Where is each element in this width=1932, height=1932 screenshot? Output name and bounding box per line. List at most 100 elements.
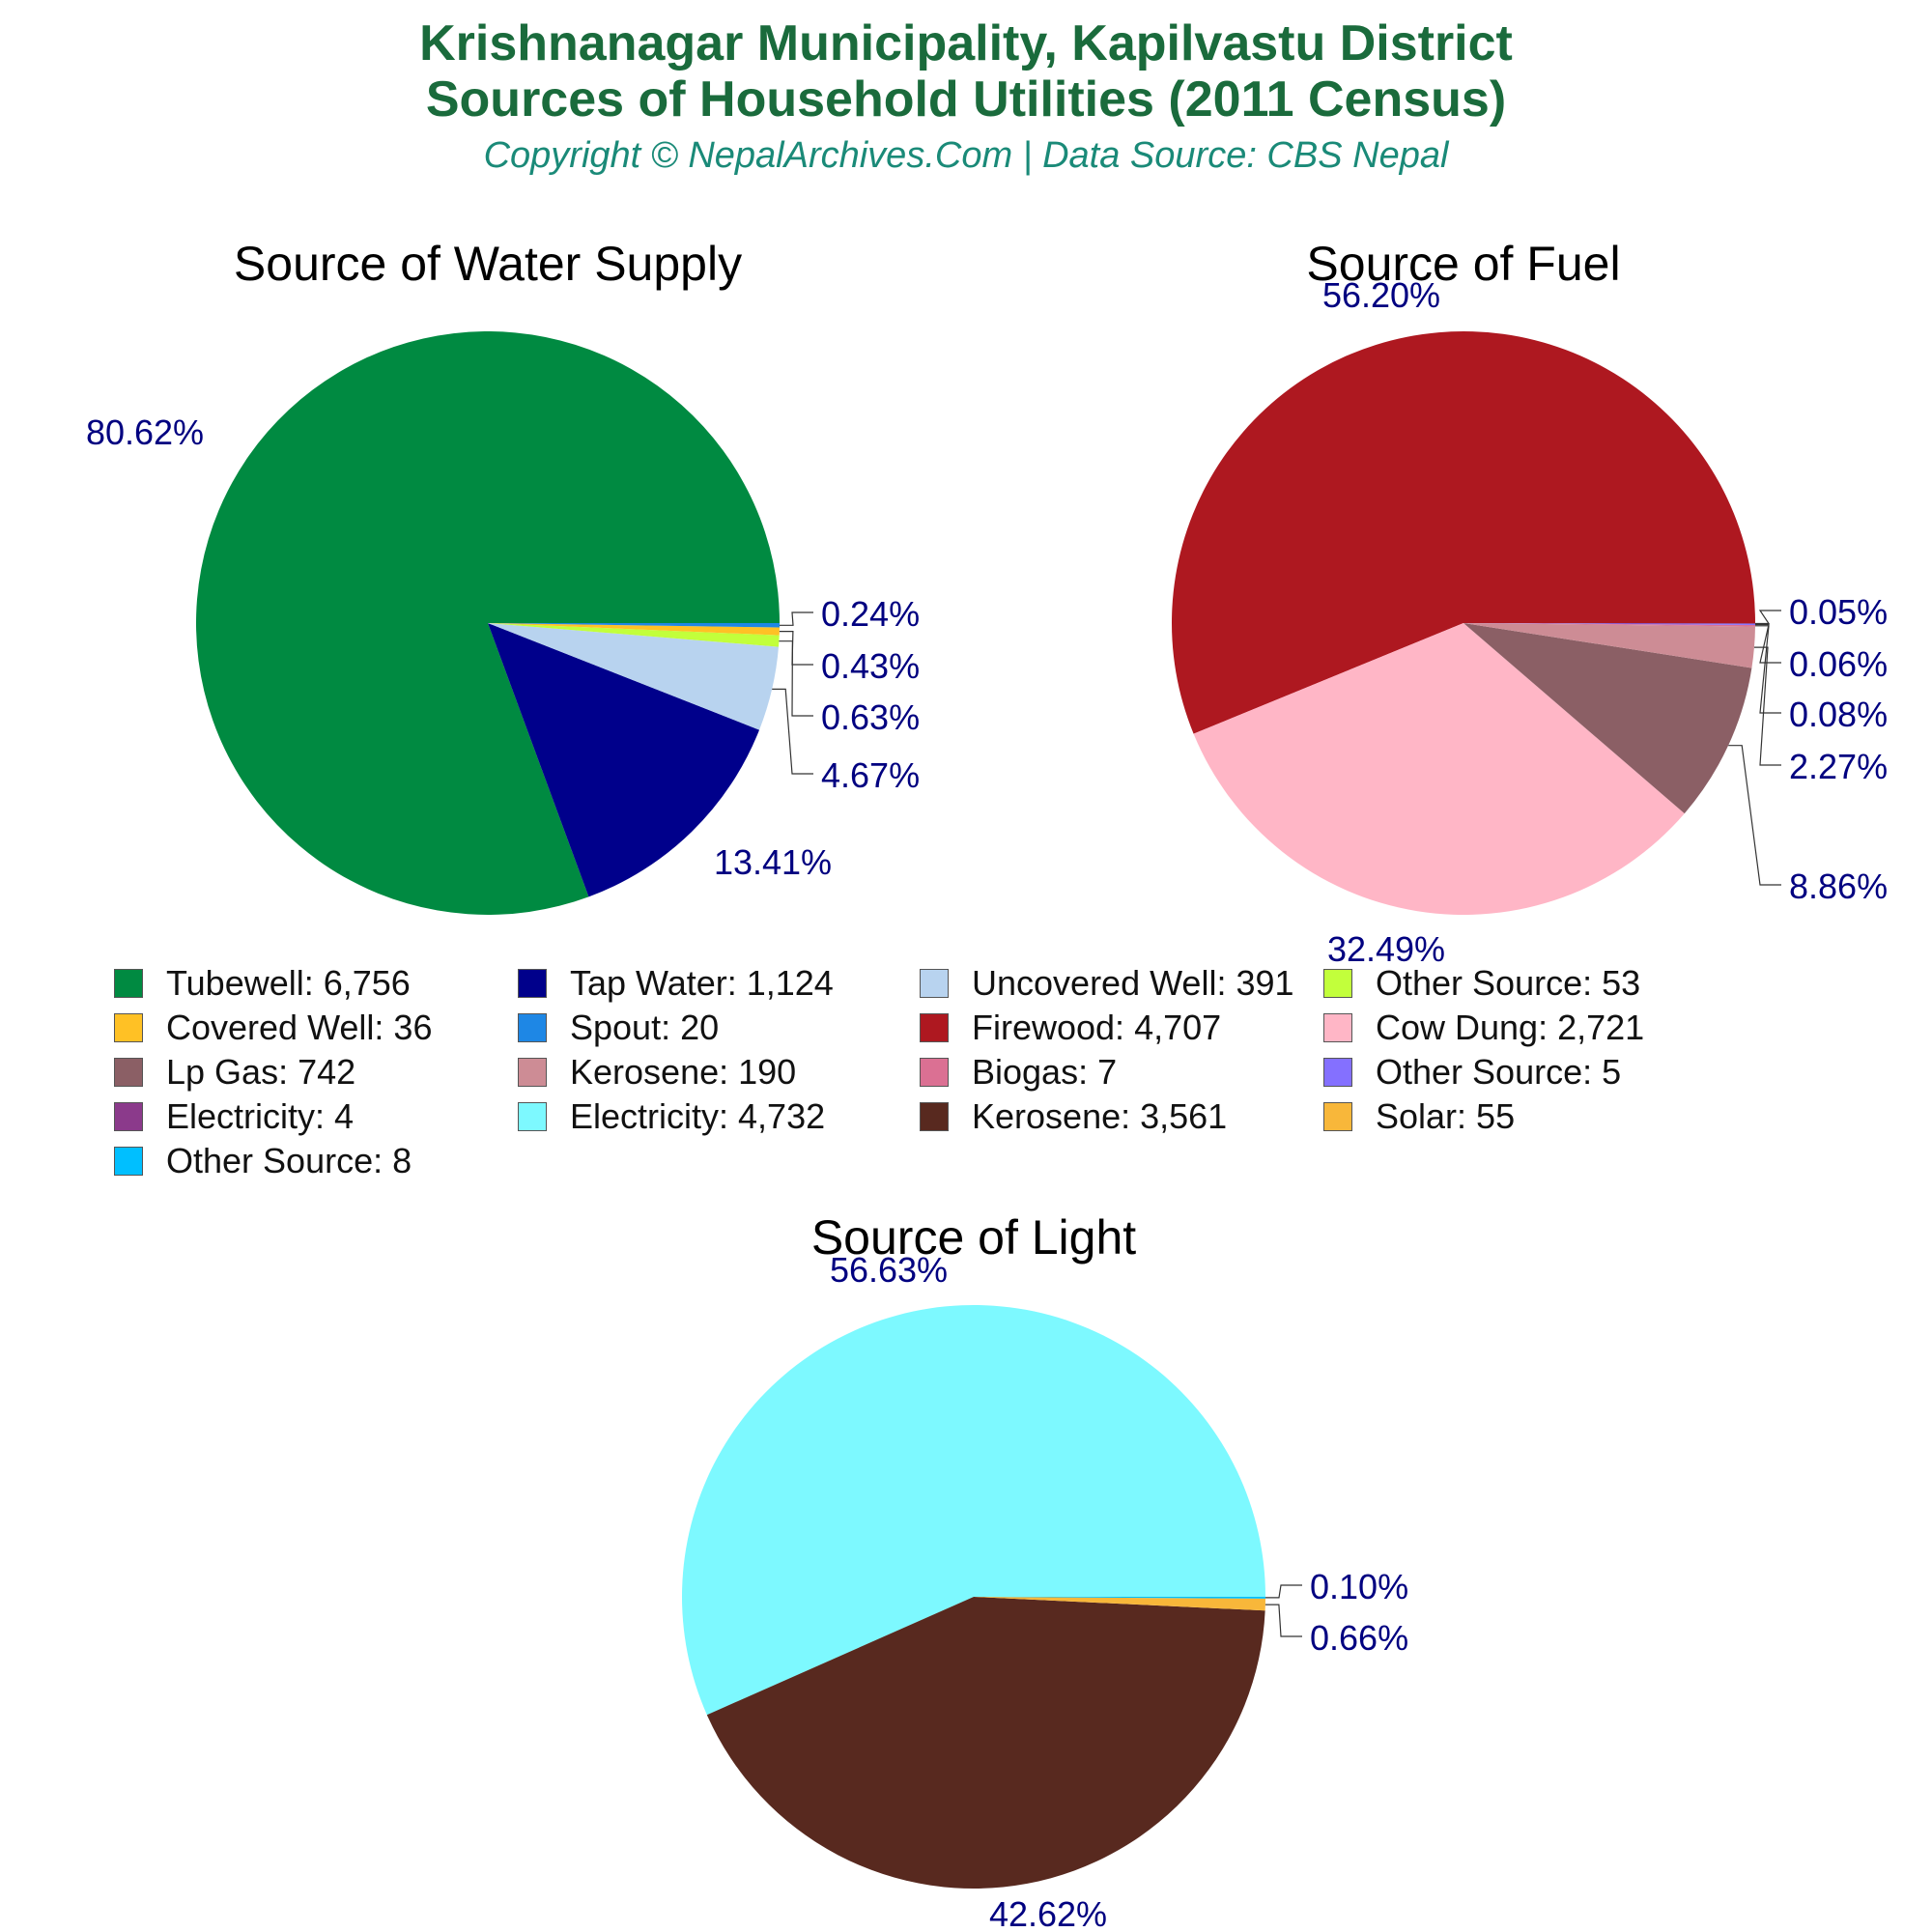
legend-swatch — [114, 1102, 143, 1131]
source-of-water-supply-leader-line — [779, 640, 813, 717]
legend-swatch — [114, 969, 143, 998]
source-of-light-percent-label: 56.63% — [830, 1250, 948, 1290]
source-of-light-slice-other-source — [974, 1597, 1265, 1599]
source-of-water-supply-leader-line — [780, 611, 813, 626]
source-of-light-percent-label: 42.62% — [989, 1894, 1107, 1932]
legend-label: Electricity: 4,732 — [570, 1096, 826, 1136]
main-title-line-1: Krishnanagar Municipality, Kapilvastu Di… — [419, 15, 1513, 71]
legend-item: Firewood: 4,707 — [920, 1007, 1221, 1049]
source-of-fuel-slice-kerosene — [1463, 623, 1755, 668]
legend-swatch — [114, 1058, 143, 1087]
legend-swatch — [1323, 1102, 1352, 1131]
legend-label: Uncovered Well: 391 — [972, 963, 1294, 1003]
source-of-fuel-title: Source of Fuel — [1306, 237, 1620, 291]
legend-swatch — [1323, 1013, 1352, 1042]
legend-label: Covered Well: 36 — [166, 1008, 433, 1047]
legend-swatch — [920, 1058, 949, 1087]
legend-swatch — [920, 1102, 949, 1131]
source-of-water-supply-percent-label: 0.63% — [821, 697, 920, 737]
source-of-water-supply-slice-other-source — [488, 623, 780, 647]
source-of-fuel-slice-firewood — [1172, 331, 1755, 734]
legend-label: Spout: 20 — [570, 1008, 720, 1047]
legend-item: Solar: 55 — [1323, 1095, 1515, 1138]
source-of-water-supply-slice-spout — [488, 623, 781, 628]
source-of-light-leader-line — [1265, 1584, 1302, 1599]
source-of-fuel-slice-lp-gas — [1463, 623, 1752, 814]
main-title-line-2: Sources of Household Utilities (2011 Cen… — [425, 71, 1507, 128]
source-of-light-title: Source of Light — [811, 1210, 1136, 1264]
source-of-water-supply-slice-tap-water — [488, 623, 760, 897]
source-of-light-slice-kerosene — [706, 1597, 1265, 1889]
legend-item: Electricity: 4,732 — [518, 1095, 825, 1138]
legend-item: Tubewell: 6,756 — [114, 962, 411, 1005]
source-of-fuel-percent-label: 0.08% — [1789, 695, 1888, 734]
legend-label: Lp Gas: 742 — [166, 1052, 356, 1092]
legend-swatch — [920, 969, 949, 998]
source-of-water-supply-slice-covered-well — [488, 623, 780, 636]
source-of-water-supply-pie: Source of Water Supply 80.62% 13.41% 4.67% 0… — [86, 237, 920, 915]
source-of-water-supply-percent-label: 4.67% — [821, 755, 920, 795]
source-of-fuel-leader-line — [1728, 745, 1781, 886]
legend-item: Kerosene: 190 — [518, 1051, 796, 1094]
source-of-water-supply-leader-line — [772, 688, 813, 775]
source-of-fuel-percent-label: 2.27% — [1789, 747, 1888, 786]
source-of-fuel-percent-label: 8.86% — [1789, 867, 1888, 906]
legend-item: Biogas: 7 — [920, 1051, 1117, 1094]
legend-label: Other Source: 5 — [1376, 1052, 1622, 1092]
legend-item: Lp Gas: 742 — [114, 1051, 355, 1094]
legend-label: Electricity: 4 — [166, 1096, 355, 1136]
source-of-water-supply-percent-label: 0.43% — [821, 646, 920, 686]
legend-swatch — [1323, 1058, 1352, 1087]
source-of-water-supply-percent-label: 0.24% — [821, 594, 920, 634]
legend-swatch — [518, 969, 547, 998]
legend-item: Kerosene: 3,561 — [920, 1095, 1227, 1138]
legend-swatch — [114, 1013, 143, 1042]
source-of-light-percent-label: 0.66% — [1310, 1618, 1408, 1658]
legend-item: Spout: 20 — [518, 1007, 719, 1049]
source-of-water-supply-title: Source of Water Supply — [234, 237, 742, 291]
legend-item: Cow Dung: 2,721 — [1323, 1007, 1644, 1049]
legend-label: Cow Dung: 2,721 — [1376, 1008, 1645, 1047]
source-of-fuel-leader-line — [1755, 625, 1781, 714]
legend-item: Electricity: 4 — [114, 1095, 354, 1138]
source-of-fuel-leader-line — [1755, 610, 1781, 625]
legend-swatch — [518, 1058, 547, 1087]
source-of-fuel-slice-cow-dung — [1193, 623, 1685, 915]
source-of-fuel-slice-other-source — [1463, 623, 1755, 626]
legend-swatch — [518, 1013, 547, 1042]
legend-label: Solar: 55 — [1376, 1096, 1516, 1136]
legend-label: Biogas: 7 — [972, 1052, 1118, 1092]
source-of-fuel-percent-label: 0.05% — [1789, 592, 1888, 632]
legend-swatch — [114, 1147, 143, 1176]
source-of-water-supply-percent-label: 80.62% — [86, 412, 204, 452]
legend-swatch — [1323, 969, 1352, 998]
source-of-water-supply-slice-tubewell — [196, 330, 780, 915]
legend-item: Other Source: 53 — [1323, 962, 1640, 1005]
source-of-fuel-leader-line — [1754, 646, 1781, 766]
legend-swatch — [920, 1013, 949, 1042]
legend-label: Kerosene: 3,561 — [972, 1096, 1228, 1136]
subtitle: Copyright © NepalArchives.Com | Data Sou… — [483, 135, 1449, 176]
source-of-light-slice-electricity — [682, 1304, 1266, 1716]
legend-item: Covered Well: 36 — [114, 1007, 432, 1049]
source-of-water-supply-leader-line — [779, 630, 813, 666]
legend-label: Tubewell: 6,756 — [166, 963, 411, 1003]
source-of-fuel-leader-line — [1755, 623, 1781, 664]
source-of-fuel-slice-biogas — [1463, 623, 1755, 627]
source-of-fuel-slice-electricity — [1463, 623, 1756, 624]
source-of-water-supply-percent-label: 13.41% — [714, 842, 832, 882]
legend-label: Kerosene: 190 — [570, 1052, 797, 1092]
source-of-light-leader-line — [1264, 1604, 1302, 1637]
legend-item: Other Source: 5 — [1323, 1051, 1621, 1094]
legend-label: Firewood: 4,707 — [972, 1008, 1222, 1047]
legend-item: Tap Water: 1,124 — [518, 962, 834, 1005]
legend-item: Other Source: 8 — [114, 1140, 412, 1182]
legend-item: Uncovered Well: 391 — [920, 962, 1294, 1005]
source-of-water-supply-slice-uncovered-well — [488, 623, 779, 730]
source-of-fuel-percent-label: 32.49% — [1327, 929, 1445, 969]
legend-label: Tap Water: 1,124 — [570, 963, 834, 1003]
legend-label: Other Source: 53 — [1376, 963, 1641, 1003]
legend-swatch — [518, 1102, 547, 1131]
